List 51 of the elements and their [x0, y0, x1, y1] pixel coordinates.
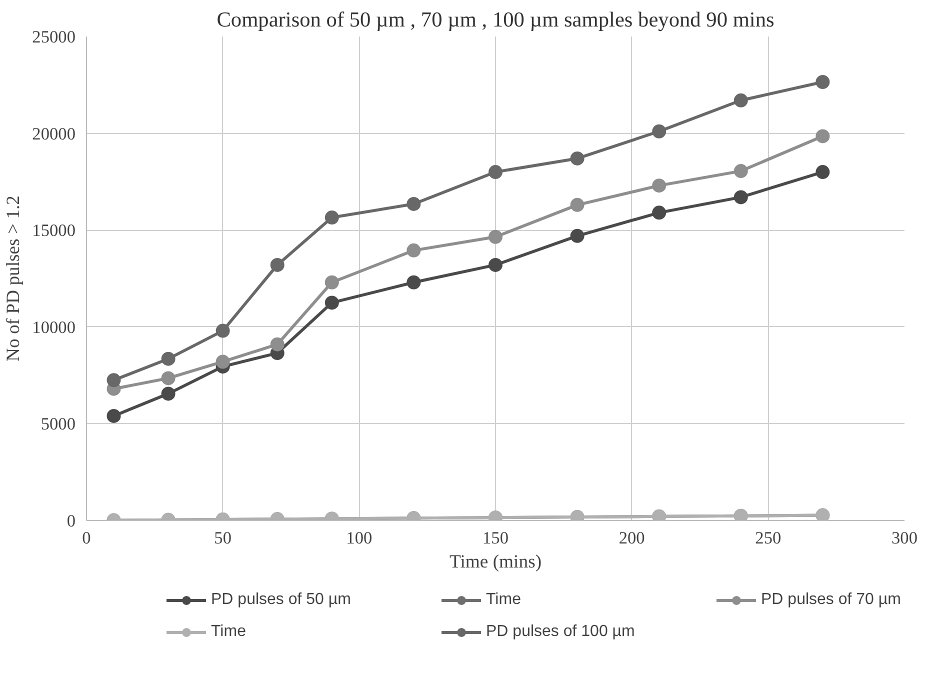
point	[406, 196, 421, 211]
point	[324, 296, 339, 310]
point	[488, 165, 502, 180]
point	[106, 373, 121, 388]
point	[216, 354, 230, 369]
point	[734, 93, 748, 108]
x-tick-label: 150	[482, 528, 509, 548]
point	[161, 386, 176, 401]
point	[488, 258, 502, 272]
point	[406, 243, 421, 258]
point	[270, 337, 284, 352]
y-tick-label: 0	[66, 512, 76, 530]
chart-title: Comparison of 50 µm , 70 µm , 100 µm samples beyond 90 mins	[216, 8, 774, 32]
legend-label: PD pulses of 70 µm	[761, 591, 902, 609]
point	[734, 190, 748, 204]
point	[488, 230, 502, 244]
point	[816, 75, 830, 89]
point	[570, 198, 584, 212]
point	[270, 258, 284, 272]
x-tick-label: 50	[214, 528, 232, 548]
x-tick-label: 300	[892, 528, 918, 548]
y-axis-title: No of PD pulses > 1.2	[3, 195, 24, 362]
point	[652, 206, 666, 220]
x-tick-label: 250	[755, 528, 782, 548]
x-tick-label: 200	[618, 528, 645, 548]
point	[406, 275, 421, 290]
y-tick-label: 20000	[32, 124, 76, 144]
y-tick-label: 5000	[40, 414, 76, 434]
point	[216, 324, 230, 338]
point	[324, 210, 339, 225]
point	[816, 165, 830, 180]
x-axis-title: Time (mins)	[449, 552, 542, 572]
y-tick-label: 25000	[32, 28, 76, 46]
x-tick-label: 100	[346, 528, 372, 548]
point	[570, 151, 584, 166]
legend-label: PD pulses of 50 µm	[211, 591, 352, 609]
point	[161, 352, 176, 366]
point	[324, 275, 339, 290]
point	[734, 164, 748, 178]
y-tick-label: 10000	[32, 318, 76, 337]
point	[816, 129, 830, 144]
point	[106, 408, 121, 423]
x-tick-label: 0	[82, 528, 91, 548]
legend-label: PD pulses of 100 µm	[486, 623, 636, 641]
point	[570, 228, 584, 243]
point	[161, 371, 176, 386]
legend-label: Time	[486, 591, 522, 609]
point	[652, 124, 666, 138]
y-tick-label: 15000	[32, 221, 76, 240]
legend-label: Time	[211, 623, 247, 641]
point	[652, 178, 666, 193]
